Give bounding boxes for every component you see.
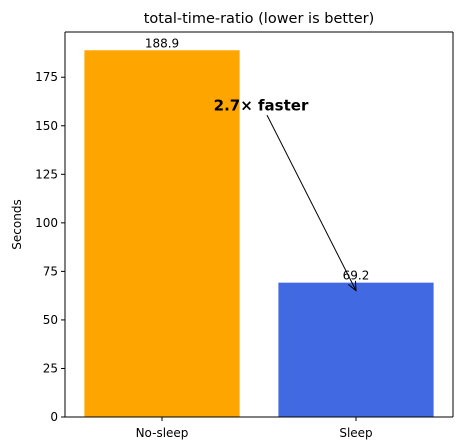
y-tick-label: 150 xyxy=(35,119,58,133)
annotation-group: 2.7× faster xyxy=(214,96,356,290)
data-label-sleep: 69.2 xyxy=(343,269,370,283)
y-tick-label: 50 xyxy=(43,313,58,327)
y-axis-label: Seconds xyxy=(10,199,24,249)
axes-group: 0 25 50 75 100 125 150 175 No-sleep Sleep xyxy=(35,31,454,440)
bar-no-sleep xyxy=(84,50,240,418)
chart-title: total-time-ratio (lower is better) xyxy=(144,11,375,27)
y-tick-label: 175 xyxy=(35,70,58,84)
y-tick-label: 0 xyxy=(50,410,58,424)
bars-group xyxy=(84,50,434,418)
x-tick-label: No-sleep xyxy=(136,426,189,440)
data-label-no-sleep: 188.9 xyxy=(145,36,179,50)
annotation-arrow xyxy=(266,114,356,291)
y-tick-label: 125 xyxy=(35,167,58,181)
annotation-text: 2.7× faster xyxy=(214,96,309,114)
x-tick-label: Sleep xyxy=(339,426,372,440)
y-tick-label: 75 xyxy=(43,264,58,278)
bar-sleep xyxy=(278,282,434,417)
y-tick-label: 100 xyxy=(35,216,58,230)
y-tick-label: 25 xyxy=(43,361,58,375)
data-labels-group: 188.9 69.2 xyxy=(145,36,370,282)
